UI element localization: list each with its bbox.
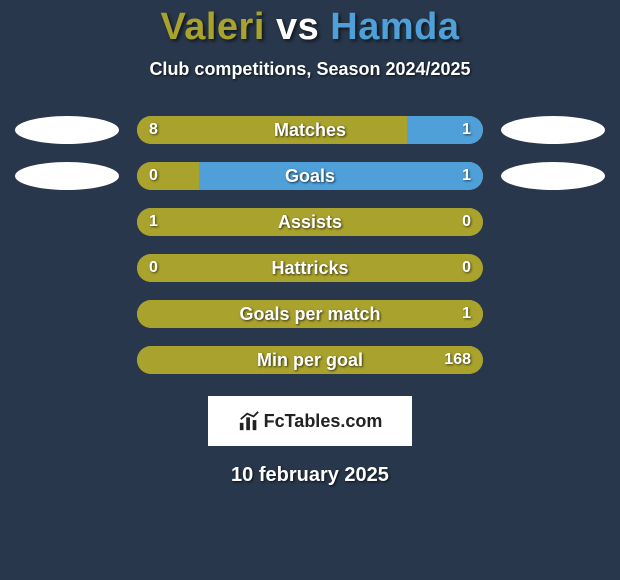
title-player1: Valeri <box>160 6 264 48</box>
chart-icon <box>238 410 260 432</box>
stats-rows: 81Matches01Goals10Assists00Hattricks1Goa… <box>0 116 620 374</box>
stat-bar: 81Matches <box>137 116 483 144</box>
stat-bar: 10Assists <box>137 208 483 236</box>
bar-fill-left <box>137 254 310 282</box>
stat-row: 00Hattricks <box>0 254 620 282</box>
stat-row: 81Matches <box>0 116 620 144</box>
player1-marker <box>15 116 119 144</box>
bar-fill-left <box>137 116 407 144</box>
bar-fill-left <box>137 208 483 236</box>
fctables-logo: FcTables.com <box>208 396 412 446</box>
bar-fill-left <box>137 300 483 328</box>
player2-marker <box>501 162 605 190</box>
date-label: 10 february 2025 <box>231 464 389 487</box>
stat-row: 10Assists <box>0 208 620 236</box>
title-player2: Hamda <box>330 6 459 48</box>
subtitle: Club competitions, Season 2024/2025 <box>149 59 470 80</box>
logo-text: FcTables.com <box>264 411 383 432</box>
stat-row: 1Goals per match <box>0 300 620 328</box>
stat-value-right: 0 <box>462 254 471 282</box>
comparison-card: Valeri vs Hamda Club competitions, Seaso… <box>0 0 620 580</box>
stat-row: 168Min per goal <box>0 346 620 374</box>
stat-bar: 01Goals <box>137 162 483 190</box>
bar-fill-left <box>137 346 483 374</box>
player2-marker <box>501 116 605 144</box>
stat-value-right: 1 <box>462 162 471 190</box>
stat-row: 01Goals <box>0 162 620 190</box>
stat-value-right: 0 <box>462 208 471 236</box>
stat-value-left: 0 <box>149 162 158 190</box>
stat-value-right: 1 <box>462 300 471 328</box>
page-title: Valeri vs Hamda <box>160 6 459 49</box>
title-vs: vs <box>276 6 319 48</box>
bar-fill-right <box>407 116 483 144</box>
stat-value-right: 168 <box>444 346 471 374</box>
stat-value-left: 0 <box>149 254 158 282</box>
player1-marker <box>15 162 119 190</box>
stat-value-left: 1 <box>149 208 158 236</box>
stat-bar: 00Hattricks <box>137 254 483 282</box>
bar-fill-right <box>199 162 483 190</box>
stat-value-right: 1 <box>462 116 471 144</box>
bar-fill-left <box>137 162 199 190</box>
stat-bar: 168Min per goal <box>137 346 483 374</box>
stat-bar: 1Goals per match <box>137 300 483 328</box>
stat-value-left: 8 <box>149 116 158 144</box>
